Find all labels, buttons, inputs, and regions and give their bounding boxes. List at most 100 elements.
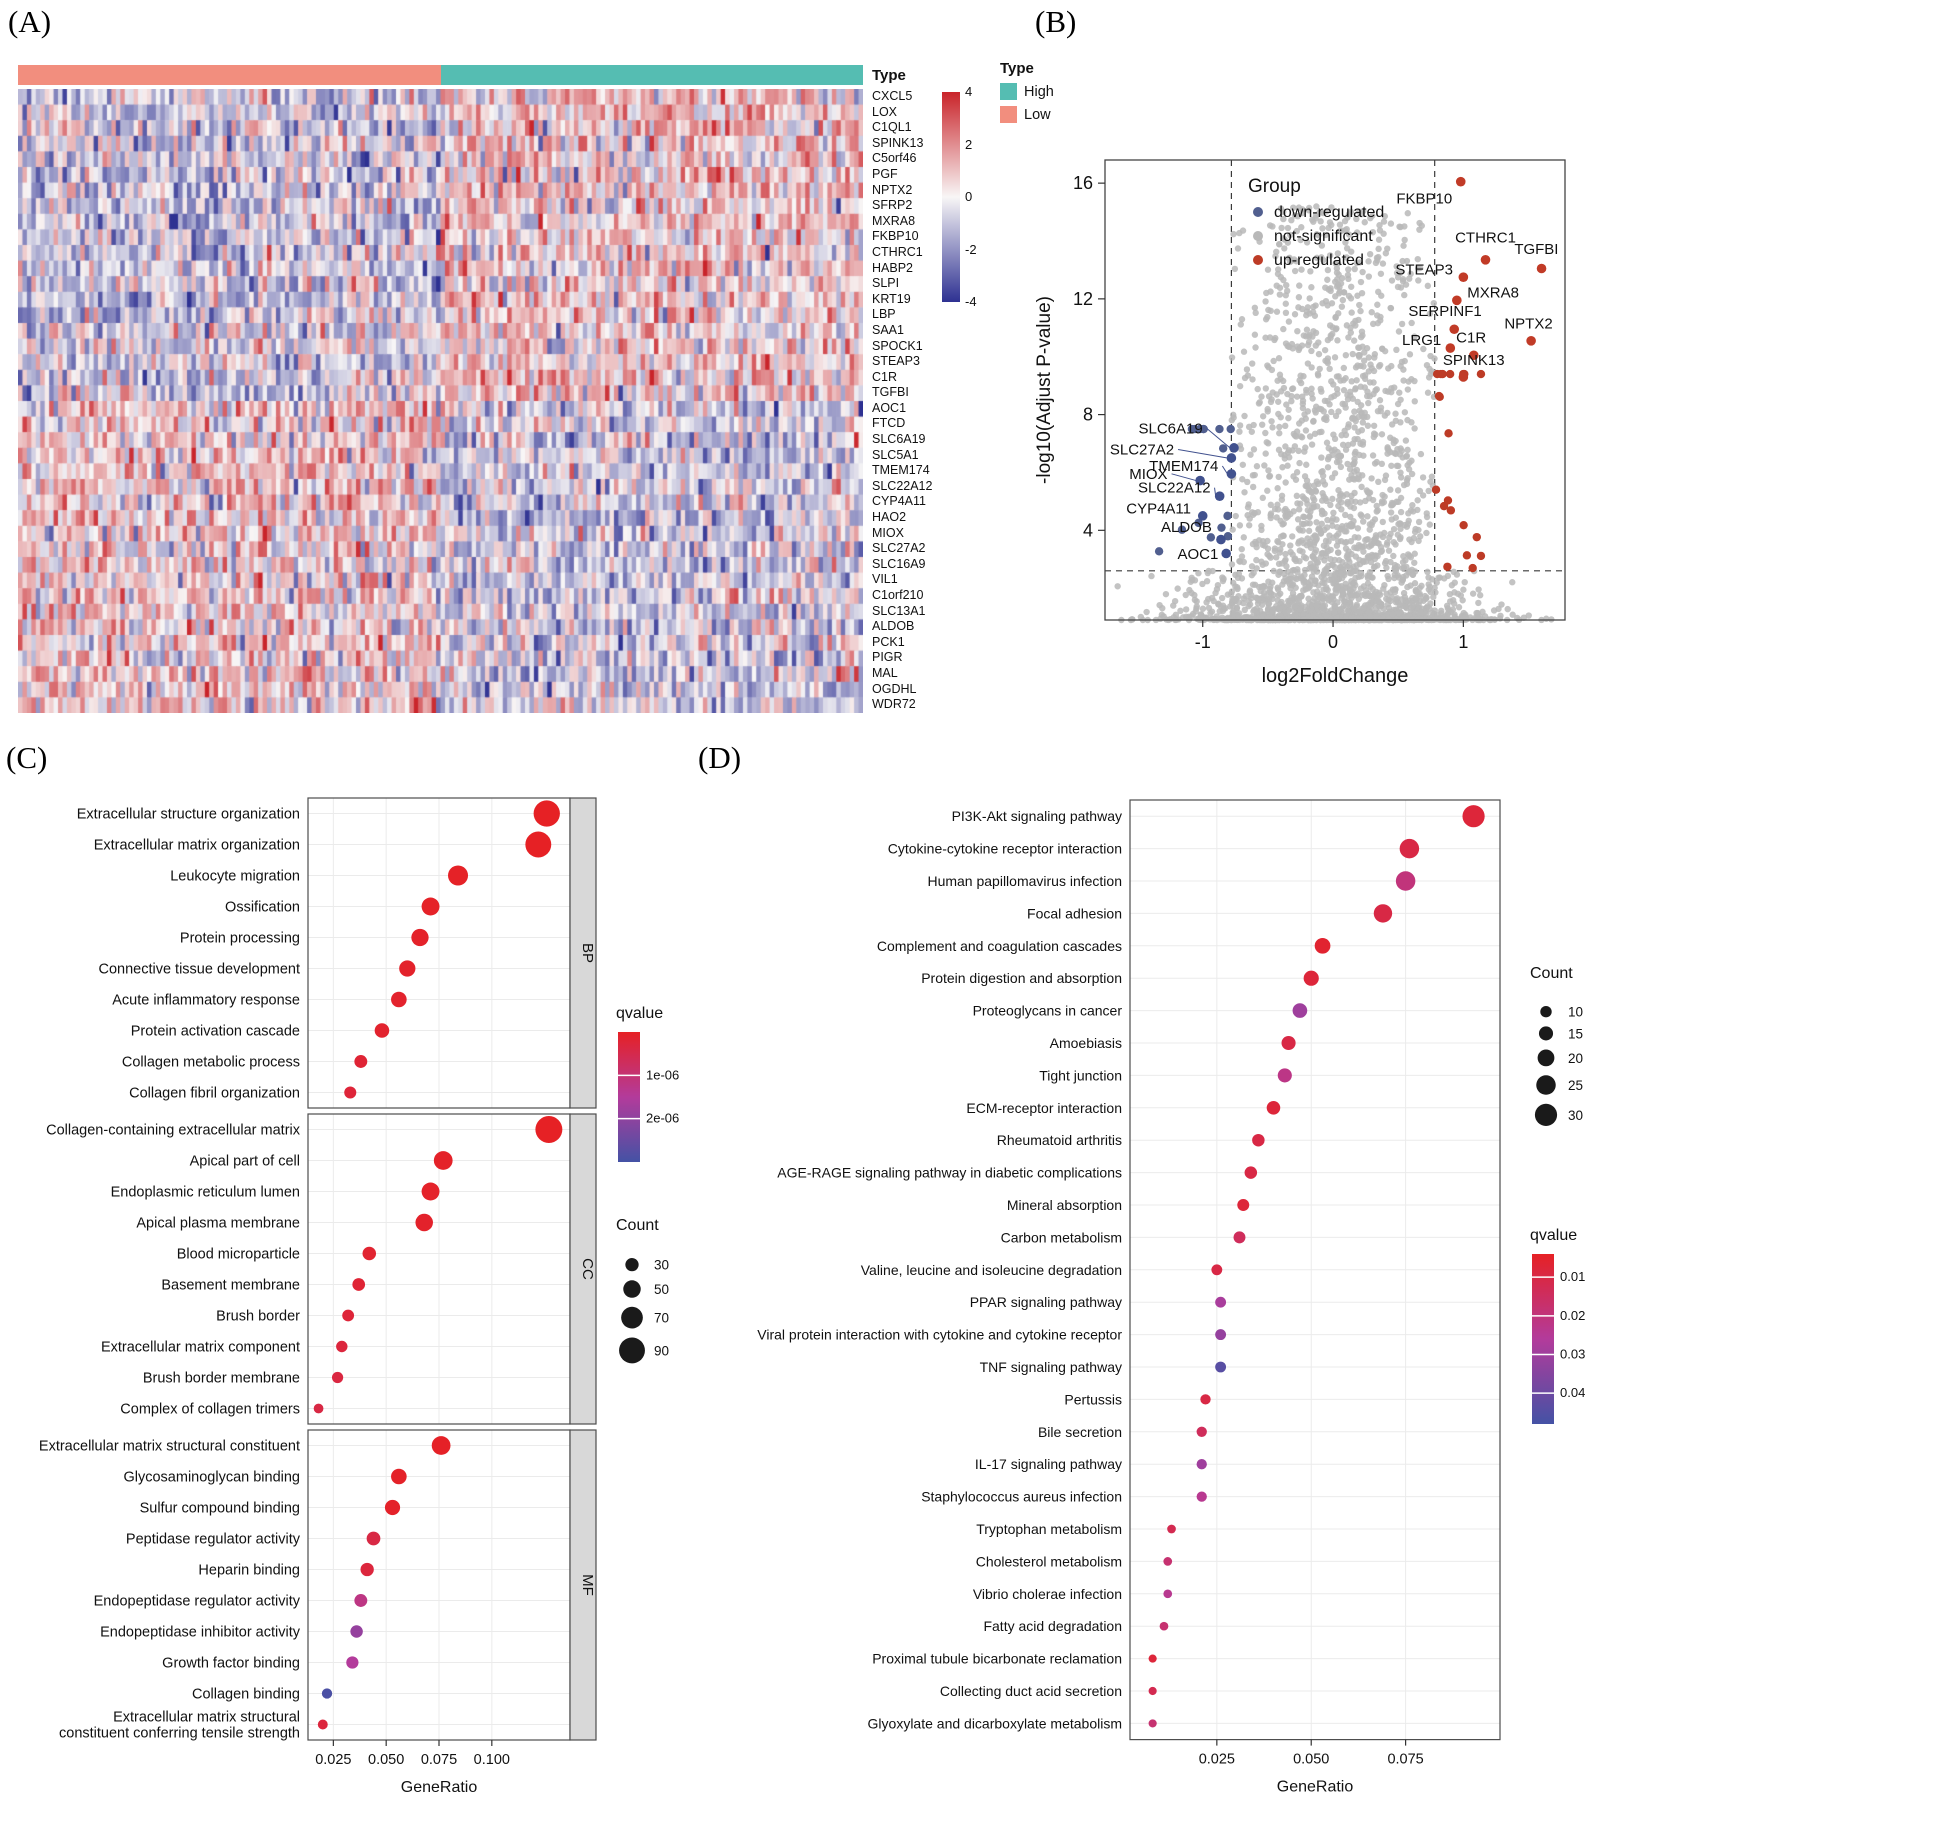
gene-label: HABP2 (872, 260, 913, 275)
gene-point-label: SERPINF1 (1408, 303, 1481, 320)
qvalue-tick-label: 0.01 (1560, 1269, 1585, 1284)
gene-point (1221, 548, 1231, 559)
go-dot (448, 865, 469, 886)
heatmap-colorbar-ticks: 4 2 0 -2 -4 (965, 84, 999, 309)
gene-label: LOX (872, 104, 898, 119)
go-dot (421, 1182, 440, 1201)
go-dot (431, 1436, 451, 1455)
pathway-dot (1395, 871, 1416, 891)
go-term-label: Collagen binding (192, 1687, 300, 1703)
gene-label: C1R (872, 369, 898, 384)
count-legend-label: 20 (1568, 1051, 1583, 1066)
gene-label: SLC16A9 (872, 556, 926, 571)
plot-border (1104, 159, 1566, 621)
gene-point-label: LRG1 (1402, 332, 1441, 349)
plot-border (1129, 799, 1501, 1741)
gene-label: WDR72 (872, 697, 916, 712)
pathway-label: Valine, leucine and isoleucine degradati… (861, 1262, 1122, 1278)
count-legend-dot (1540, 1006, 1552, 1018)
panel-d-label: (D) (698, 740, 742, 775)
pathway-label: Viral protein interaction with cytokine … (757, 1327, 1122, 1343)
pathway-dot (1163, 1557, 1173, 1566)
legend-label: Low (1024, 106, 1051, 123)
gene-label: TGFBI (872, 385, 909, 400)
pathway-label: Focal adhesion (1027, 905, 1122, 921)
type-legend-item: High (1000, 83, 1054, 100)
gene-point (1452, 295, 1462, 306)
pathway-dot (1373, 904, 1393, 923)
go-dot (346, 1656, 359, 1669)
heatmap-panel: Type CXCL5 LOX C1QL1 SPINK13 C5orf46 PGF NPTX2… (0, 40, 1054, 740)
go-dot (342, 1309, 355, 1322)
gene-label: SLPI (872, 276, 900, 291)
gene-label: PCK1 (872, 634, 905, 649)
gene-point-label: CTHRC1 (1455, 229, 1516, 246)
pathway-dot (1281, 1035, 1296, 1051)
label-connector (1177, 449, 1228, 459)
count-legend-dot (1537, 1049, 1555, 1067)
y-tick-label: 8 (1083, 405, 1093, 425)
go-term-label: Apical part of cell (190, 1154, 300, 1170)
count-legend-label: 30 (1568, 1108, 1583, 1123)
gene-point (1458, 372, 1469, 382)
go-term-label: Protein processing (180, 931, 300, 947)
x-tick-label: 0.050 (368, 1752, 404, 1768)
count-legend-label: 25 (1568, 1078, 1583, 1093)
gene-label: STEAP3 (872, 354, 920, 369)
go-term-label: Acute inflammatory response (112, 993, 300, 1009)
pathway-label: Amoebiasis (1050, 1035, 1122, 1051)
pathway-dot (1237, 1199, 1250, 1211)
gene-label: SFRP2 (872, 198, 913, 213)
gene-point-label: AOC1 (1178, 546, 1219, 563)
go-dot (344, 1086, 357, 1099)
qvalue-legend-title: qvalue (616, 1005, 663, 1022)
facet-strip-label: BP (579, 943, 596, 963)
qvalue-tick-label: 0.04 (1560, 1385, 1585, 1400)
go-dot (313, 1403, 324, 1414)
gene-point-label: FKBP10 (1396, 190, 1452, 207)
go-dot (331, 1371, 344, 1384)
go-term-label: Brush border (216, 1309, 300, 1325)
pathway-label: Human papillomavirus infection (927, 873, 1122, 889)
gene-label: MXRA8 (872, 213, 916, 228)
count-legend-dot (1538, 1026, 1554, 1041)
pathway-label: Bile secretion (1038, 1424, 1122, 1440)
gene-point (1214, 491, 1225, 501)
x-tick-label: 0.050 (1293, 1752, 1329, 1768)
go-dot (535, 1116, 563, 1143)
go-dot (411, 928, 429, 947)
panel-b-label: (B) (1035, 4, 1077, 39)
type-legend: Type High Low (1000, 60, 1054, 123)
gene-label: TMEM174 (872, 463, 930, 478)
gene-point (1226, 453, 1237, 463)
count-legend-dot (1534, 1103, 1558, 1126)
x-tick-label: -1 (1195, 632, 1211, 652)
type-bar-low-segment (18, 65, 441, 85)
colorbar-tick: -2 (965, 241, 977, 257)
go-dot (366, 1531, 381, 1546)
legend-item-label: not-significant (1274, 228, 1373, 245)
pathway-dot (1148, 1686, 1157, 1696)
gene-point-label: SLC22A12 (1138, 480, 1211, 497)
gene-label: KRT19 (872, 291, 911, 306)
legend-dot (1253, 231, 1263, 241)
gene-label: CYP4A11 (872, 494, 926, 509)
pathway-label: Proximal tubule bicarbonate reclamation (872, 1651, 1122, 1667)
gene-point-label: STEAP3 (1395, 261, 1453, 278)
go-dot (391, 1468, 407, 1485)
gene-label: MIOX (872, 525, 904, 540)
pathway-label: Proteoglycans in cancer (973, 1003, 1123, 1019)
kegg-pathway-dotplot: PI3K-Akt signaling pathway Cytokine-cytok… (757, 799, 1585, 1796)
gene-point-label: TMEM174 (1149, 458, 1218, 475)
go-term-label: Connective tissue development (98, 962, 300, 978)
pathway-dot (1399, 838, 1420, 859)
pathway-dot (1266, 1101, 1281, 1115)
count-legend-dot (619, 1337, 645, 1364)
y-tick-label: 4 (1083, 520, 1093, 540)
y-tick-label: 16 (1073, 173, 1093, 193)
pathway-label: Tryptophan metabolism (976, 1521, 1122, 1537)
gene-label: LBP (872, 307, 896, 322)
pathway-label: Cholesterol metabolism (976, 1553, 1122, 1569)
legend-dot (1253, 207, 1263, 217)
